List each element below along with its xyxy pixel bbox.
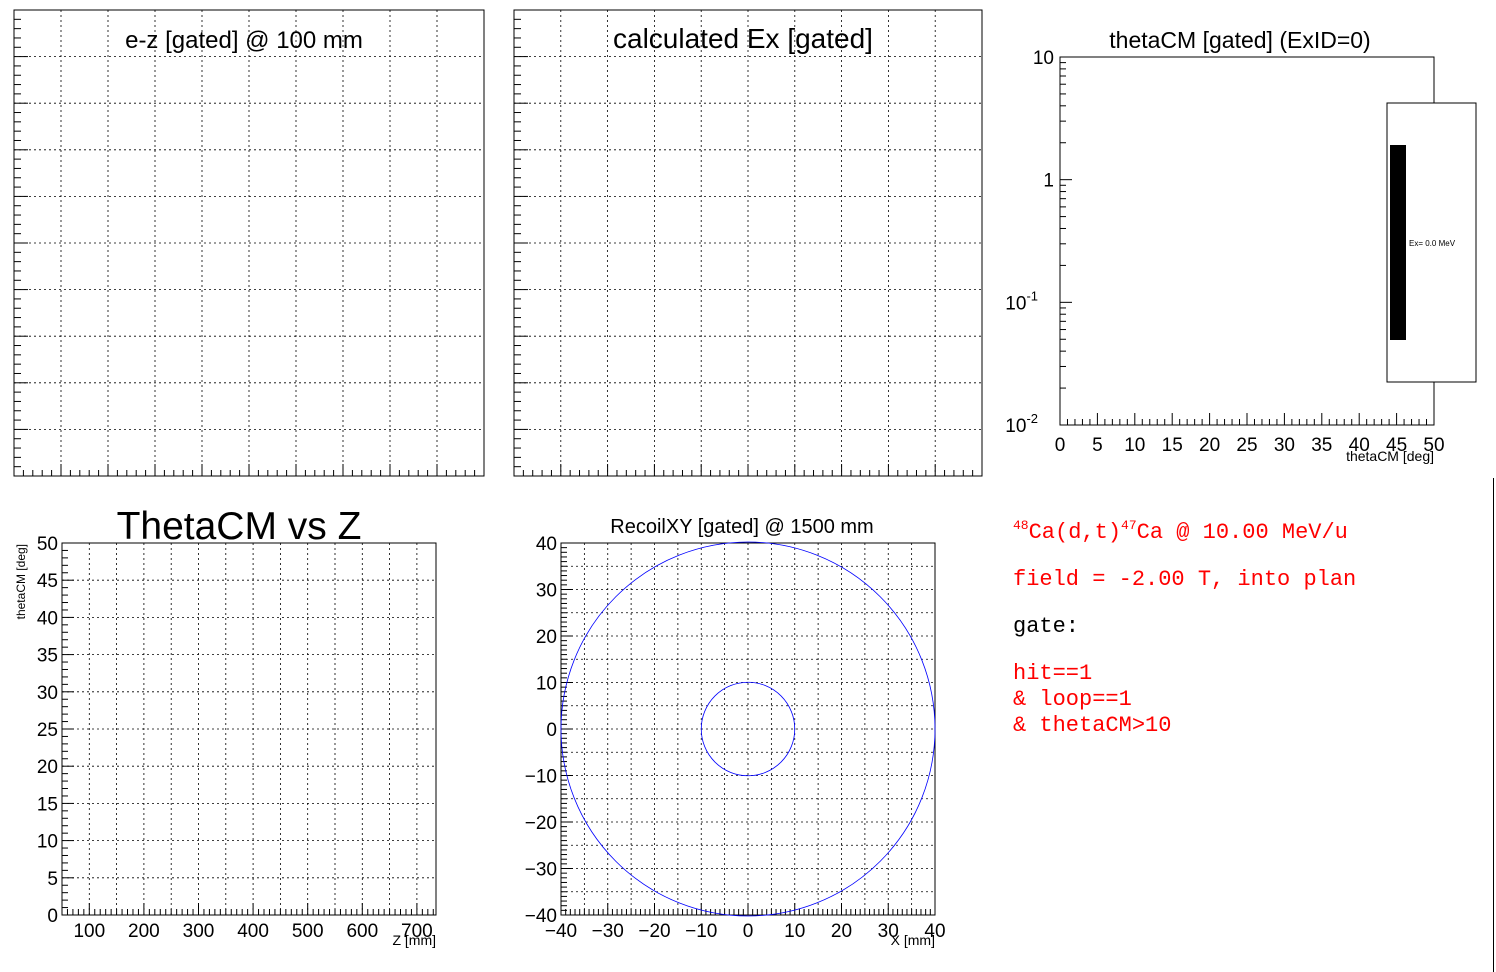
- gate-cond-1: hit==1: [1013, 661, 1093, 686]
- x-tick-label: 35: [1311, 435, 1332, 456]
- y-tick-label: 10: [1033, 48, 1054, 69]
- ex-title: calculated Ex [gated]: [613, 23, 873, 54]
- x-tick-label: −20: [638, 921, 670, 942]
- x-tick-label: 50: [1423, 435, 1444, 456]
- x-tick-label: 25: [1236, 435, 1257, 456]
- inner-circle: [700, 681, 796, 777]
- x-tick-label: 15: [1162, 435, 1183, 456]
- recoil-panel: −40 −30 −20 −10 0 10 20 30 40 −40 −30 −20 −10 0 10 20 30…: [525, 516, 946, 948]
- reaction-line: 48Ca(d,t)47Ca @ 10.00 MeV/u: [1013, 518, 1483, 546]
- gate-cond-3: & thetaCM>10: [1013, 713, 1172, 738]
- y-tick-label: 40: [37, 608, 58, 629]
- reaction-text-b: Ca @ 10.00 MeV/u: [1136, 520, 1348, 545]
- y-tick-label: 10: [536, 674, 557, 695]
- y-tick-label: 25: [37, 720, 58, 741]
- y-tick-label: 30: [536, 581, 557, 602]
- y-tick-label: 1: [1043, 171, 1054, 192]
- x-tick-label: −30: [592, 921, 624, 942]
- y-tick-label: 10-1: [1005, 288, 1038, 314]
- legend-entry: Ex= 0.0 MeV: [1409, 239, 1456, 248]
- x-tick-label: 20: [831, 921, 852, 942]
- y-tick-label: 10: [37, 832, 58, 853]
- x-tick-label: 5: [1092, 435, 1103, 456]
- outer-circle: [560, 541, 936, 917]
- thetacm-title: thetaCM [gated] (ExID=0): [1109, 27, 1370, 53]
- ez-panel: e-z [gated] @ 100 mm: [13, 9, 485, 477]
- x-tick-label: 300: [183, 921, 215, 942]
- x-tick-label: 10: [784, 921, 805, 942]
- ex-panel: calculated Ex [gated]: [513, 9, 983, 477]
- y-tick-label: −40: [525, 906, 557, 927]
- plot-frame: [13, 9, 485, 477]
- plot-frame: [61, 542, 437, 916]
- field-line: field = -2.00 T, into plan: [1013, 567, 1357, 592]
- x-tick-label: 10: [1124, 435, 1145, 456]
- y-tick-label: −20: [525, 813, 557, 834]
- gate-label: gate:: [1013, 614, 1080, 639]
- plot-frame: [513, 9, 983, 477]
- y-tick-label: 0: [546, 720, 557, 741]
- x-tick-label: −40: [545, 921, 577, 942]
- y-tick-label: −10: [525, 767, 557, 788]
- legend-marker: [1390, 145, 1406, 340]
- x-tick-label: 700: [401, 921, 433, 942]
- x-tick-label: 45: [1386, 435, 1407, 456]
- reaction-info: 48Ca(d,t)47Ca @ 10.00 MeV/u field = -2.0…: [1013, 518, 1483, 739]
- x-tick-label: 600: [346, 921, 378, 942]
- plot-frame: [1059, 56, 1435, 426]
- x-tick-label: 100: [73, 921, 105, 942]
- reaction-text-a: Ca(d,t): [1028, 520, 1122, 545]
- thetaz-ylabel: thetaCM [deg]: [14, 544, 28, 619]
- x-tick-label: 40: [1349, 435, 1370, 456]
- y-tick-label: 15: [37, 794, 58, 815]
- thetaz-panel: 100 200 300 400 500 600 700 0 5 10 15 20 25 30 35 40 45 5…: [14, 505, 437, 948]
- x-tick-label: 30: [878, 921, 899, 942]
- y-tick-label: 20: [536, 627, 557, 648]
- y-tick-label: 10-2: [1005, 411, 1038, 437]
- recoil-title: RecoilXY [gated] @ 1500 mm: [610, 516, 873, 538]
- reaction-mass-product: 47: [1121, 518, 1137, 533]
- x-tick-label: 20: [1199, 435, 1220, 456]
- y-tick-label: 50: [37, 534, 58, 555]
- x-tick-label: 500: [292, 921, 324, 942]
- y-tick-label: 5: [47, 869, 58, 890]
- thetacm-panel: 0 5 10 15 20 25 30 35 40 45 50 10-2 10-1 1 10 thetaCM […: [1005, 27, 1477, 464]
- recoil-xlabel: X [mm]: [891, 932, 935, 948]
- x-tick-label: 0: [1055, 435, 1066, 456]
- gate-cond-2: & loop==1: [1013, 687, 1132, 712]
- thetacm-xlabel: thetaCM [deg]: [1346, 448, 1434, 464]
- x-tick-label: −10: [685, 921, 717, 942]
- ez-title: e-z [gated] @ 100 mm: [125, 27, 363, 54]
- thetaz-title: ThetaCM vs Z: [117, 505, 362, 548]
- x-tick-label: 0: [743, 921, 754, 942]
- x-tick-label: 400: [237, 921, 269, 942]
- y-tick-label: 45: [37, 571, 58, 592]
- thetaz-xlabel: Z [mm]: [392, 932, 436, 948]
- edge-line: [1493, 478, 1494, 972]
- y-tick-label: 35: [37, 646, 58, 667]
- x-tick-label: 30: [1274, 435, 1295, 456]
- y-tick-label: 30: [37, 683, 58, 704]
- reaction-mass-target: 48: [1013, 518, 1029, 533]
- x-tick-label: 200: [128, 921, 160, 942]
- y-tick-label: 0: [47, 906, 58, 927]
- y-tick-label: 40: [536, 534, 557, 555]
- x-tick-label: 40: [924, 921, 945, 942]
- y-tick-label: −30: [525, 860, 557, 881]
- y-tick-label: 20: [37, 757, 58, 778]
